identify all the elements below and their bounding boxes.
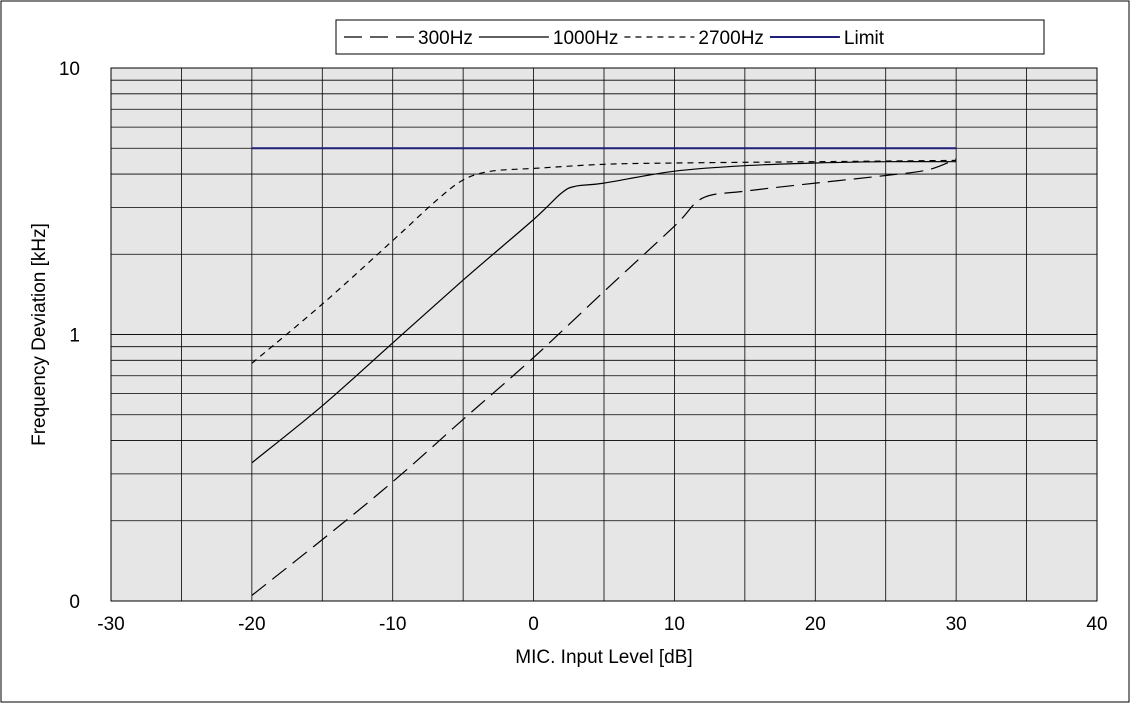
legend-label-2700hz: 2700Hz (698, 28, 764, 49)
legend: 300Hz 1000Hz 2700Hz Limit (335, 19, 1045, 55)
y-tick-label: 0 (69, 592, 80, 613)
x-tick-label: 30 (946, 614, 967, 635)
x-tick-label: 0 (528, 614, 539, 635)
legend-box (335, 19, 1045, 55)
x-tick-label: 40 (1086, 614, 1107, 635)
y-tick-label: 10 (59, 59, 80, 80)
legend-label-1000hz: 1000Hz (553, 28, 619, 49)
x-tick-label: -10 (379, 614, 406, 635)
tick-labels: -30 -20 -10 0 10 20 30 40 0 1 10 (59, 59, 1108, 635)
x-tick-label: 20 (805, 614, 826, 635)
series-line-300hz (251, 158, 957, 596)
y-tick-label: 1 (69, 326, 80, 347)
x-tick-label: 10 (664, 614, 685, 635)
series-line-1000hz (251, 161, 957, 464)
data-series (251, 147, 957, 596)
legend-label-300hz: 300Hz (418, 28, 473, 49)
series-line-2700hz (251, 159, 957, 364)
legend-label-limit: Limit (844, 28, 885, 49)
y-axis-label: Frequency Deviation [kHz] (29, 223, 50, 446)
plot-border (110, 67, 1098, 602)
x-tick-label: -30 (97, 614, 124, 635)
x-axis-label: MIC. Input Level [dB] (515, 647, 692, 668)
x-tick-label: -20 (238, 614, 265, 635)
